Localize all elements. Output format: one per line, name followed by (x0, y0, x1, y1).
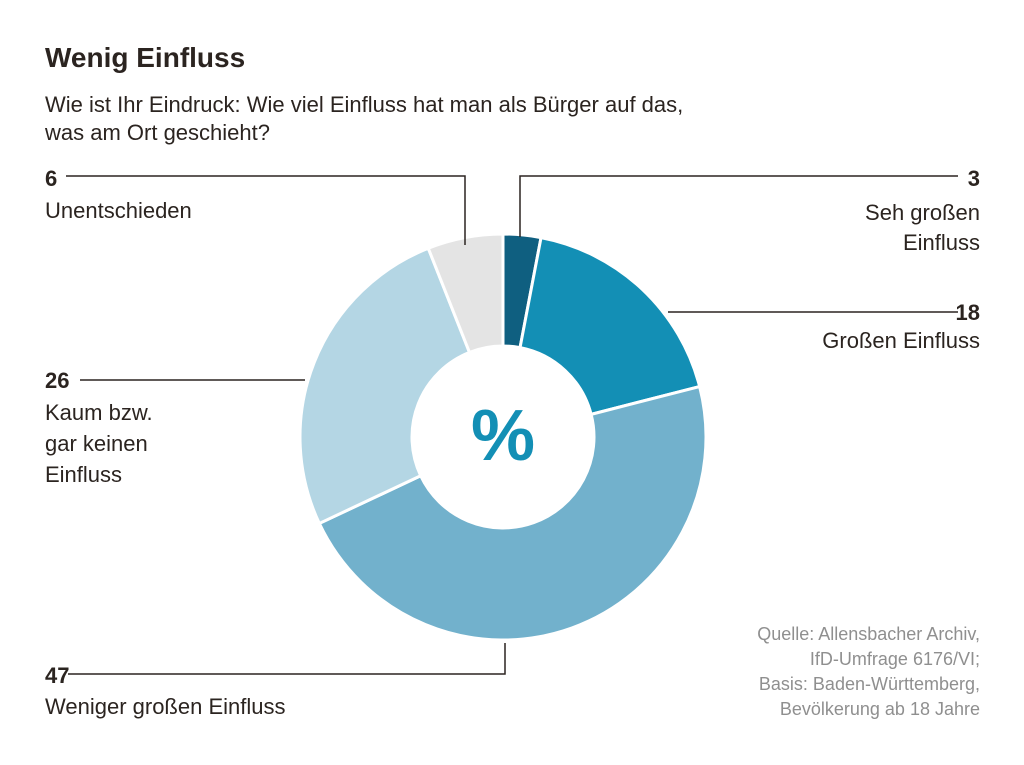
slice-category-label: gar keinen (45, 431, 148, 456)
slice-category-label: Unentschieden (45, 198, 192, 223)
slice-value-label: 26 (45, 368, 69, 393)
leader-line-slice-6 (66, 175, 466, 245)
chart-title: Wenig Einfluss (45, 42, 245, 73)
center-percent-label: % (471, 396, 535, 476)
donut-slice (298, 246, 472, 526)
slice-value-label: 47 (45, 663, 69, 688)
slice-category-label: Einfluss (903, 230, 980, 255)
donut-slice (426, 232, 505, 355)
source-line: Basis: Baden-Württemberg, (759, 674, 980, 694)
source-line: IfD-Umfrage 6176/VI; (810, 649, 980, 669)
leader-line-slice-3 (519, 175, 958, 237)
slice-category-label: Weniger großen Einfluss (45, 694, 286, 719)
slice-category-label: Kaum bzw. (45, 400, 153, 425)
donut-slices (298, 232, 708, 642)
leader-line-slice-47 (68, 643, 506, 675)
slice-value-label: 6 (45, 166, 57, 191)
slice-category-label: Einfluss (45, 462, 122, 487)
chart-subtitle-line-2: was am Ort geschieht? (44, 120, 270, 145)
slice-value-label: 18 (956, 300, 980, 325)
donut-slice (518, 235, 702, 417)
slice-category-label: Großen Einfluss (822, 328, 980, 353)
chart-subtitle-line-1: Wie ist Ihr Eindruck: Wie viel Einfluss … (45, 92, 683, 117)
source-line: Bevölkerung ab 18 Jahre (780, 699, 980, 719)
slice-value-label: 3 (968, 166, 980, 191)
donut-slice (317, 384, 708, 642)
slice-category-label: Seh großen (865, 200, 980, 225)
source-line: Quelle: Allensbacher Archiv, (757, 624, 980, 644)
